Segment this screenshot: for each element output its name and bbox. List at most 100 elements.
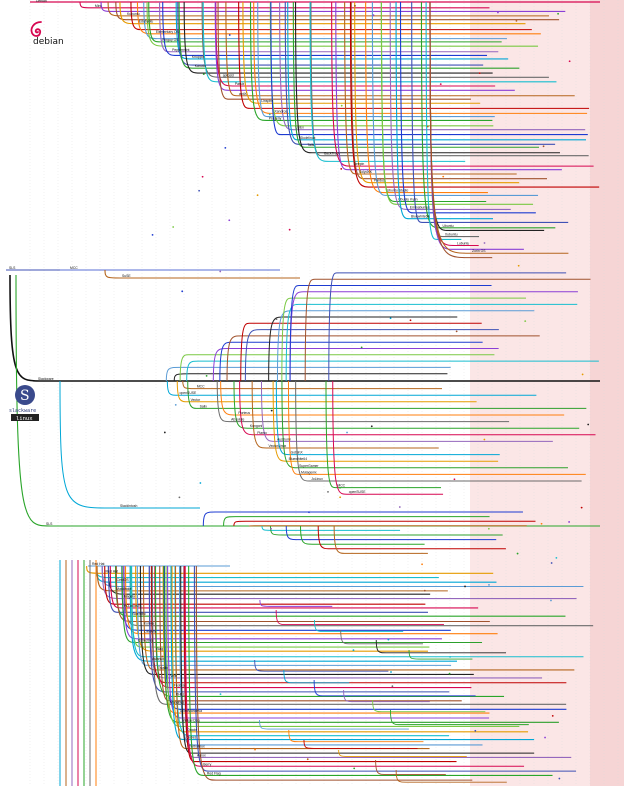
debian-branch-label-22: Linspire <box>261 99 273 103</box>
debian-branch-label-44: Ubuntu Kylin <box>398 197 417 201</box>
branch-node <box>288 228 291 231</box>
branch-node <box>228 219 231 222</box>
debian-branch-4 <box>119 1 526 25</box>
branch-node <box>558 777 561 780</box>
slackware-branch-32 <box>328 272 567 382</box>
branch-node <box>478 72 481 75</box>
slackware-branch-4 <box>186 360 599 382</box>
mcc-label: MCC <box>70 266 78 270</box>
debian-branch-label-34: BackTrack <box>324 152 340 156</box>
redhat-branch-38 <box>170 565 535 741</box>
branch-node <box>455 330 458 333</box>
branch-node <box>198 189 201 192</box>
slackware-cyan-branch <box>59 380 200 509</box>
slackware-main-label: Slackware <box>38 377 54 381</box>
debian-branch-label-48: Bluewhite64 <box>411 215 430 219</box>
branch-node <box>544 736 546 739</box>
redhat-branch-19 <box>131 565 584 658</box>
debian-branch-label-50: Ubuntu <box>443 224 454 228</box>
green-main-label: SLS <box>46 522 53 526</box>
debian-branch-label-6: Elementary OS <box>156 30 180 34</box>
redhat-branch-label-16: Conectiva <box>138 638 153 642</box>
branch-node <box>174 403 177 406</box>
redhat-branch-label-10: Scientific <box>132 612 146 616</box>
slackware-branch-label-19: VectorLinux <box>269 444 287 448</box>
debian-branch-label-20: antiX <box>239 92 247 96</box>
debian-wordmark: debian <box>33 37 64 46</box>
slackware-branch-24 <box>281 297 527 382</box>
branch-node <box>587 423 590 426</box>
slackware-branch-label-9: Porteus <box>238 411 250 415</box>
branch-node <box>327 490 329 493</box>
redhat-subbranch-4 <box>375 639 507 654</box>
debian-branch-21 <box>217 1 471 100</box>
slackware-branch-8 <box>212 348 499 382</box>
debian-branch-6 <box>136 1 541 35</box>
redhat-branch-label-28: RHEL <box>176 692 185 696</box>
redhat-branch-label-42: Aurox <box>197 753 206 757</box>
branch-node <box>205 374 208 377</box>
redhat-branch-label-12: Korora <box>144 622 154 626</box>
branch-node <box>219 270 222 273</box>
branch-node <box>339 496 342 499</box>
current-year-shade <box>590 0 624 786</box>
redhat-subbranch-17 <box>395 769 507 783</box>
branch-node <box>256 194 259 197</box>
redhat-branch-35 <box>165 565 520 727</box>
slackware-branch-31 <box>325 380 442 489</box>
redhat-branch-label-14: Caldera <box>144 630 156 634</box>
redhat-main-label: Red Hat <box>92 562 104 566</box>
green-branch-4 <box>261 525 401 531</box>
branch-node <box>308 511 310 514</box>
redhat-subbranch-16 <box>375 759 446 775</box>
branch-node <box>542 145 545 148</box>
slackware-branch-28 <box>289 285 492 382</box>
debian-branch-label-32: Tails <box>307 143 314 147</box>
redhat-branch-23 <box>139 565 474 675</box>
redhat-branch-label-38: Qubes <box>186 736 196 740</box>
redhat-branch-11 <box>115 565 490 623</box>
debian-logo: debian <box>30 21 64 46</box>
redhat-subbranch-3 <box>340 629 423 645</box>
green-branch-8 <box>317 525 506 550</box>
branch-node <box>483 438 486 441</box>
branch-node <box>352 649 355 652</box>
branch-node <box>581 373 584 376</box>
redhat-branch-label-18: Blag <box>156 647 163 651</box>
redhat-subbranch-15 <box>338 749 467 757</box>
distribution-branches <box>6 1 600 786</box>
debian-branch-28 <box>279 1 586 131</box>
debian-branch-46 <box>389 1 511 210</box>
redhat-branch-21 <box>136 565 452 666</box>
slackware-branch-15 <box>239 380 596 436</box>
branch-node <box>163 431 166 434</box>
debian-branch-37 <box>335 1 562 171</box>
redhat-branch-label-2: CentOS <box>117 578 130 582</box>
debian-branch-label-18: Parsix <box>235 82 245 86</box>
debian-branch-49 <box>411 1 569 224</box>
redhat-branch-label-44: Berry <box>203 762 211 766</box>
branch-node <box>155 643 158 646</box>
debian-branch-57 <box>429 1 493 259</box>
branch-node <box>550 562 553 564</box>
redhat-branch-45 <box>193 565 577 772</box>
branch-node <box>557 12 559 15</box>
slackware-branch-11 <box>216 380 510 423</box>
debian-branch-label-52: Xubuntu <box>445 233 458 237</box>
branch-node <box>442 175 445 178</box>
redhat-branch-7 <box>104 565 426 605</box>
branch-node <box>340 167 343 170</box>
slackware-branch-18 <box>268 316 458 382</box>
redhat-subbranch-12 <box>259 719 409 730</box>
slackware-branch-30 <box>304 278 591 382</box>
debian-branch-10 <box>159 1 499 53</box>
debian-branch-22 <box>242 1 481 104</box>
slackware-branch-29 <box>295 380 582 482</box>
branch-node <box>151 234 154 236</box>
branch-node <box>555 557 558 559</box>
branch-node <box>439 83 442 86</box>
slackware-branch-0 <box>173 373 448 382</box>
slackware-s-icon <box>15 385 35 405</box>
redhat-branch-label-8: PCLinuxOS <box>124 604 142 608</box>
green-branch-0 <box>202 511 523 527</box>
